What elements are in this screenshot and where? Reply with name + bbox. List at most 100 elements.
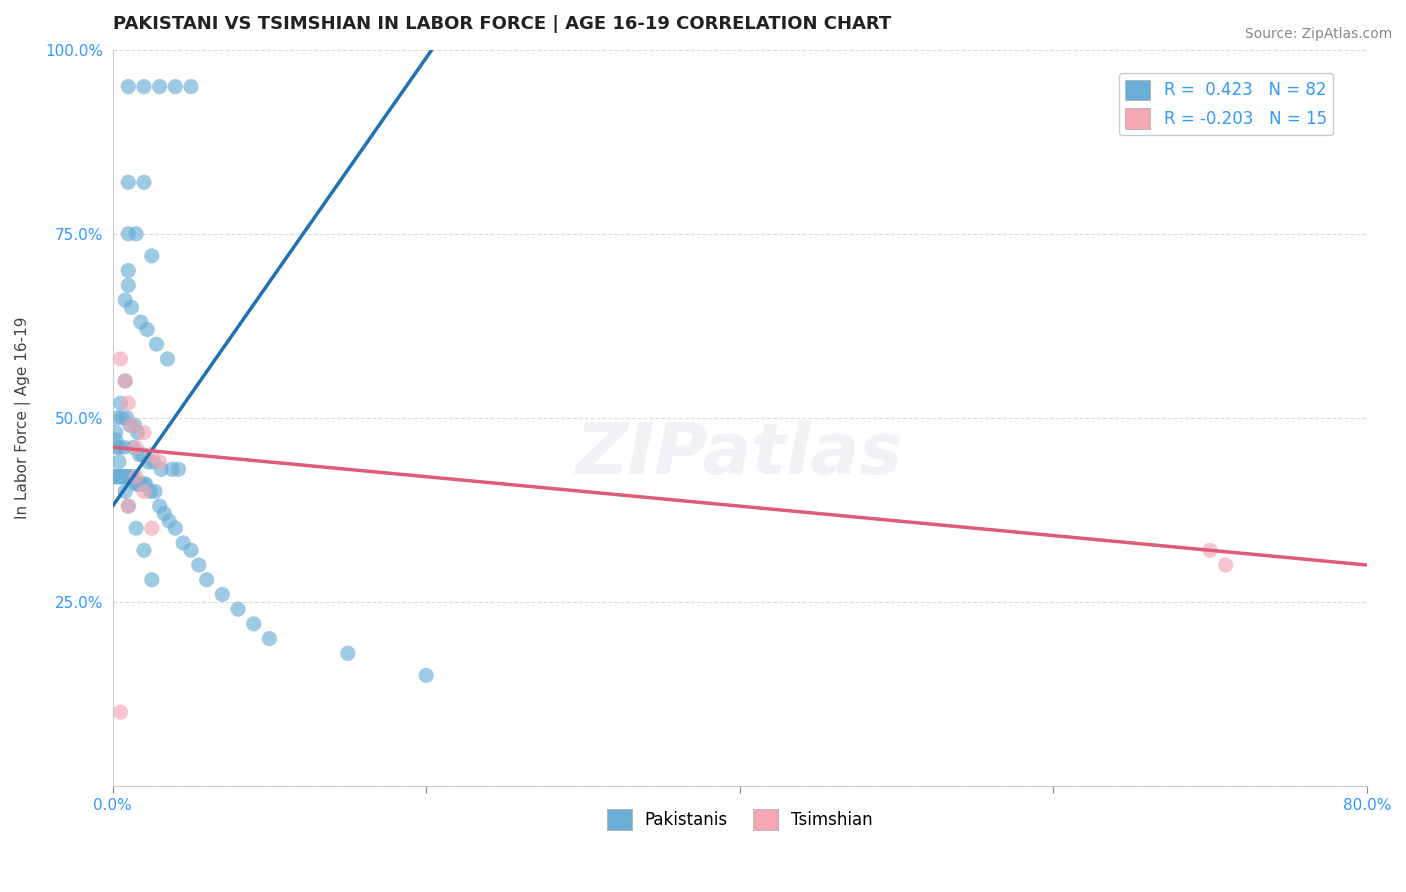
Point [125,440,148,454]
Point [117,396,139,410]
Point [165,79,187,94]
Point [125,227,148,241]
Point [108,469,131,483]
Point [149,499,172,513]
Text: Source: ZipAtlas.com: Source: ZipAtlas.com [1244,27,1392,41]
Point [132,425,155,440]
Point [110,351,132,366]
Point [180,79,202,94]
Point [104,425,127,440]
Point [118,469,141,483]
Point [150,462,173,476]
Point [104,433,127,447]
Point [142,455,165,469]
Point [157,514,180,528]
Point [115,410,138,425]
Point [105,410,128,425]
Point [124,418,146,433]
Point [138,455,160,469]
Point [132,543,155,558]
Point [259,632,281,646]
Point [1199,543,1222,558]
Point [127,477,149,491]
Point [125,521,148,535]
Text: ZIPatlas: ZIPatlas [576,420,904,489]
Point [112,469,135,483]
Point [139,484,162,499]
Point [145,337,167,351]
Point [132,484,155,499]
Point [117,79,139,94]
Point [112,440,135,454]
Point [122,440,145,454]
Point [211,587,233,601]
Point [132,175,155,189]
Point [226,602,249,616]
Point [136,322,159,336]
Point [120,301,142,315]
Point [105,469,128,483]
Point [156,351,179,366]
Point [114,374,136,388]
Point [141,521,163,535]
Legend: Pakistanis, Tsimshian: Pakistanis, Tsimshian [600,803,880,837]
Point [149,79,172,94]
Point [165,521,187,535]
Point [110,396,132,410]
Point [103,469,125,483]
Point [141,249,163,263]
Point [108,440,131,454]
Point [111,469,134,483]
Point [114,374,136,388]
Point [141,573,163,587]
Point [118,418,141,433]
Point [135,477,157,491]
Point [125,477,148,491]
Point [115,469,138,483]
Point [167,462,190,476]
Point [132,477,155,491]
Point [128,477,150,491]
Point [117,469,139,483]
Point [122,469,145,483]
Point [111,410,134,425]
Point [129,315,152,329]
Point [104,469,127,483]
Point [110,469,132,483]
Point [117,263,139,277]
Point [336,646,359,660]
Y-axis label: In Labor Force | Age 16-19: In Labor Force | Age 16-19 [15,317,31,519]
Point [105,440,128,454]
Point [141,448,163,462]
Point [1215,558,1237,572]
Point [149,455,172,469]
Point [153,507,176,521]
Point [172,536,194,550]
Point [117,499,139,513]
Point [117,227,139,241]
Point [180,543,202,558]
Point [127,425,149,440]
Point [129,477,152,491]
Point [114,469,136,483]
Point [120,469,142,483]
Point [143,484,166,499]
Point [160,462,183,476]
Point [117,278,139,293]
Point [187,558,209,572]
Text: PAKISTANI VS TSIMSHIAN IN LABOR FORCE | AGE 16-19 CORRELATION CHART: PAKISTANI VS TSIMSHIAN IN LABOR FORCE | … [112,15,891,33]
Point [110,469,132,483]
Point [195,573,218,587]
Point [114,484,136,499]
Point [131,448,153,462]
Point [125,469,148,483]
Point [132,79,155,94]
Point [242,616,264,631]
Point [415,668,437,682]
Point [117,499,139,513]
Point [114,293,136,307]
Point [110,705,132,719]
Point [108,455,131,469]
Point [120,418,142,433]
Point [103,469,125,483]
